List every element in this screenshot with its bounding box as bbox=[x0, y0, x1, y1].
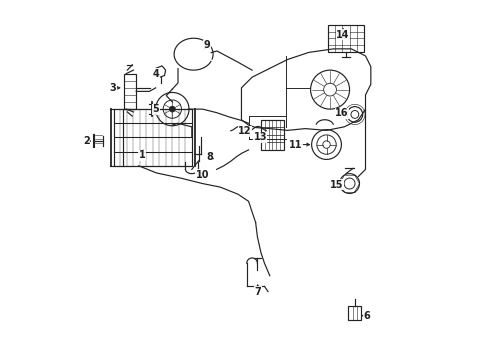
Bar bbox=[348, 306, 361, 320]
Text: 9: 9 bbox=[203, 40, 210, 50]
Text: 2: 2 bbox=[83, 136, 90, 146]
Text: 5: 5 bbox=[152, 104, 159, 114]
Text: 14: 14 bbox=[337, 30, 350, 40]
Circle shape bbox=[170, 106, 175, 112]
Text: 10: 10 bbox=[196, 170, 209, 180]
Bar bbox=[261, 120, 284, 150]
Text: 13: 13 bbox=[253, 132, 267, 143]
Text: 8: 8 bbox=[206, 152, 213, 162]
Text: 15: 15 bbox=[330, 180, 343, 190]
Text: 4: 4 bbox=[152, 69, 159, 79]
Text: 7: 7 bbox=[255, 287, 262, 297]
Text: 6: 6 bbox=[363, 311, 370, 321]
Bar bbox=[123, 74, 136, 109]
Bar bbox=[328, 25, 364, 51]
Text: 16: 16 bbox=[335, 108, 348, 118]
Bar bbox=[114, 109, 192, 166]
Text: 1: 1 bbox=[139, 150, 146, 160]
Text: 11: 11 bbox=[289, 140, 302, 149]
Text: 3: 3 bbox=[110, 83, 117, 93]
Text: 12: 12 bbox=[238, 126, 252, 136]
